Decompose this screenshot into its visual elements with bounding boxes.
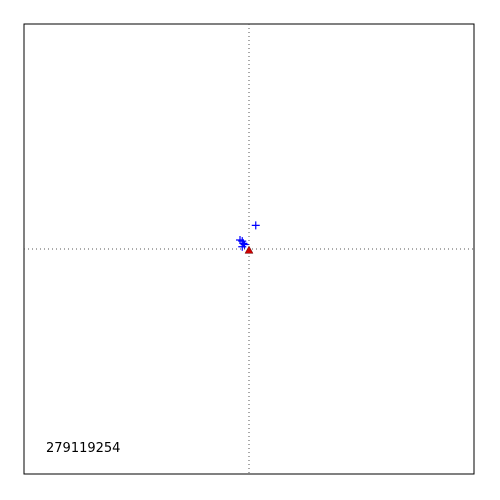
triangle-marker [244, 245, 254, 254]
plus-marker [251, 221, 260, 230]
plus-marker [238, 242, 247, 251]
plus-marker [239, 239, 248, 248]
chart-marks [236, 221, 260, 254]
annotation-label: 279119254 [46, 441, 120, 456]
